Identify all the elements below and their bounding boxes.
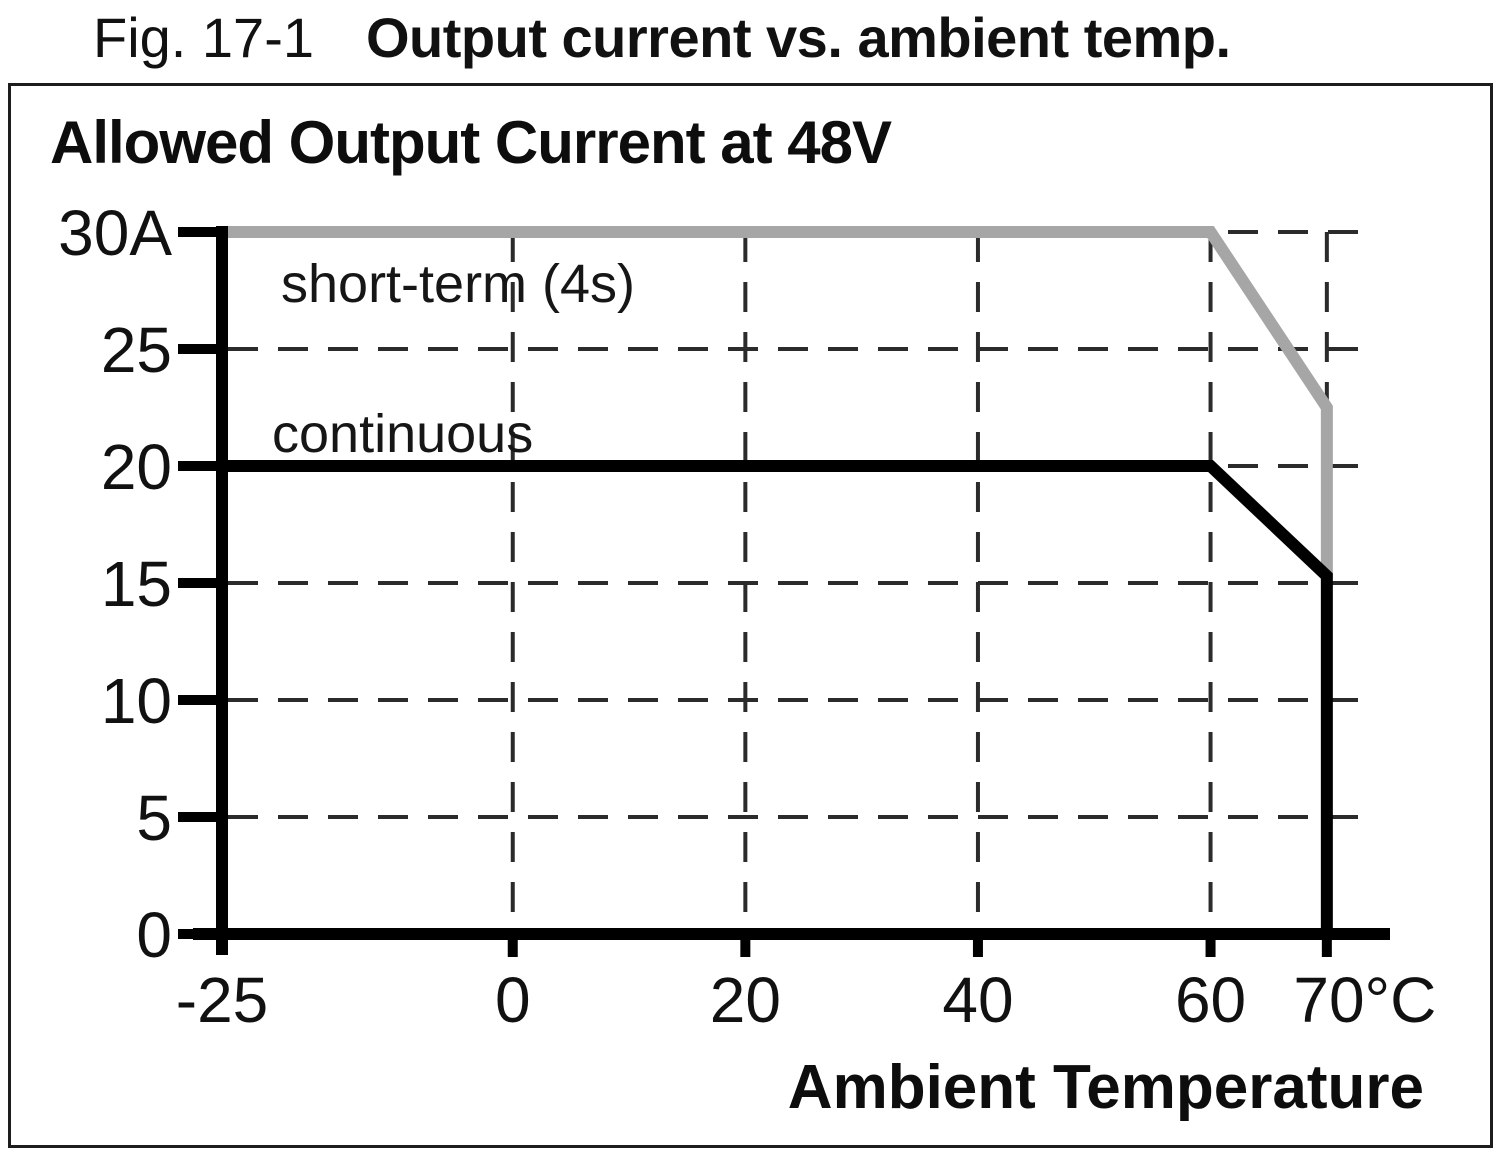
x-axis-title: Ambient Temperature [788, 1053, 1424, 1122]
y-tick-label-25: 25 [101, 314, 172, 386]
x-tick-label-40: 40 [942, 964, 1013, 1036]
x-tick-label-0: 0 [495, 964, 531, 1036]
x-tick-label-60: 60 [1175, 964, 1246, 1036]
figure-border-box [8, 83, 1493, 1148]
gridlines [228, 230, 1373, 928]
y-tick-label-5: 5 [136, 782, 172, 854]
y-tick-label-0: 0 [136, 899, 172, 971]
y-tick-label-20: 20 [101, 431, 172, 503]
figure-number: Fig. 17-1 [93, 6, 314, 69]
x-tick-label-20: 20 [710, 964, 781, 1036]
x-tick-label-70: 70°C [1293, 964, 1436, 1036]
series-curve-continuous [222, 460, 1333, 934]
series-curve-short-term [222, 226, 1333, 576]
chart-title: Allowed Output Current at 48V [50, 109, 892, 176]
series-label-continuous: continuous [272, 404, 533, 464]
y-tick-label-10: 10 [101, 665, 172, 737]
series-label-short-term: short-term (4s) [281, 254, 635, 314]
figure-title: Output current vs. ambient temp. [366, 6, 1231, 69]
y-tick-label-30: 30A [58, 197, 172, 269]
figure-caption: Fig. 17-1 Output current vs. ambient temp… [93, 4, 1231, 72]
tick-marks [178, 227, 1332, 957]
x-tick-label--25: -25 [176, 964, 269, 1036]
y-tick-label-15: 15 [101, 548, 172, 620]
series-curves [222, 226, 1333, 934]
